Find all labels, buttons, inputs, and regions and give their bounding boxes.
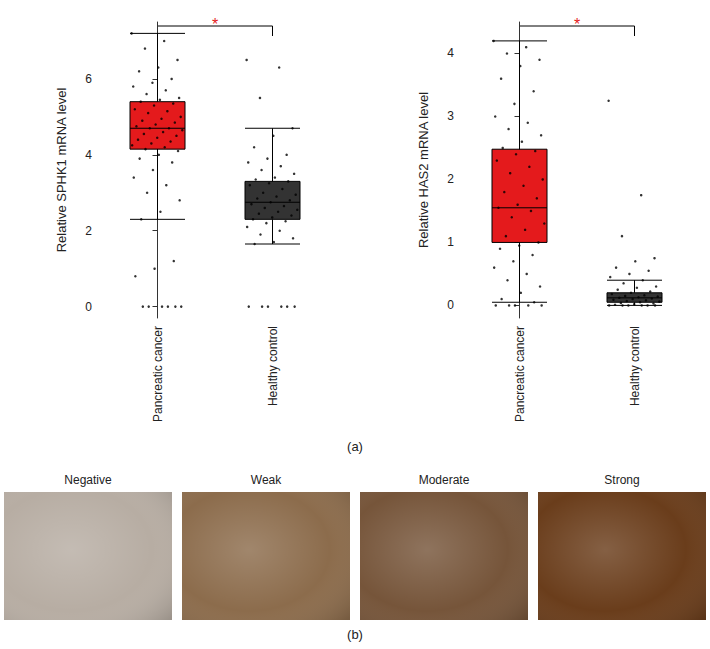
svg-text:0: 0	[85, 300, 92, 314]
svg-text:1: 1	[447, 235, 454, 249]
svg-text:0: 0	[447, 298, 454, 312]
svg-text:3: 3	[447, 109, 454, 123]
svg-text:Healthy control: Healthy control	[266, 326, 280, 406]
svg-text:Moderate: Moderate	[419, 473, 470, 487]
svg-text:*: *	[574, 16, 580, 33]
svg-text:Relative HAS2 mRNA level: Relative HAS2 mRNA level	[416, 92, 431, 248]
svg-text:*: *	[212, 16, 218, 33]
svg-text:(b): (b)	[347, 627, 363, 642]
svg-text:6: 6	[85, 72, 92, 86]
svg-text:2: 2	[85, 224, 92, 238]
svg-text:(a): (a)	[347, 439, 363, 454]
svg-text:Strong: Strong	[604, 473, 639, 487]
svg-text:Healthy control: Healthy control	[628, 326, 642, 406]
svg-text:Relative SPHK1 mRNA level: Relative SPHK1 mRNA level	[54, 88, 69, 253]
svg-text:Pancreatic cancer: Pancreatic cancer	[151, 326, 165, 422]
svg-text:Pancreatic cancer: Pancreatic cancer	[513, 326, 527, 422]
svg-text:Weak: Weak	[251, 473, 282, 487]
svg-text:4: 4	[447, 46, 454, 60]
svg-text:2: 2	[447, 172, 454, 186]
svg-text:4: 4	[85, 148, 92, 162]
svg-text:Negative: Negative	[64, 473, 112, 487]
